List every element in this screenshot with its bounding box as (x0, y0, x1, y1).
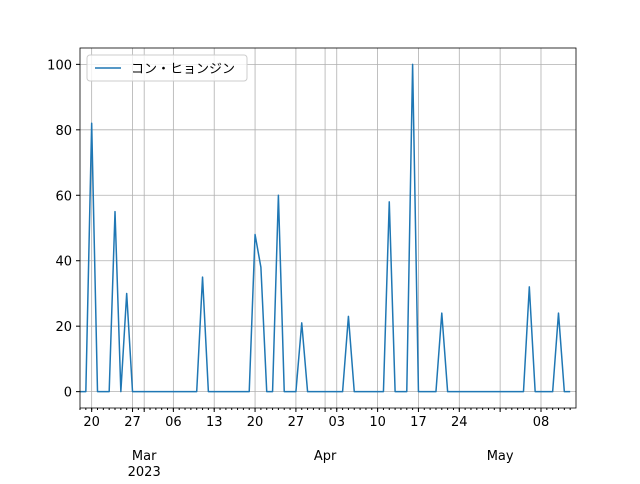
y-tick-label: 40 (55, 255, 72, 270)
x-month-label: Mar (132, 449, 157, 464)
x-tick-label: 27 (124, 415, 141, 430)
x-month-label: May (487, 449, 514, 464)
x-tick-label: 20 (247, 415, 264, 430)
x-tick-label: 06 (165, 415, 182, 430)
x-tick-label: 10 (369, 415, 386, 430)
y-tick-label: 60 (55, 189, 72, 204)
x-tick-label: 17 (410, 415, 427, 430)
y-tick-label: 80 (55, 124, 72, 139)
x-tick-label: 03 (328, 415, 345, 430)
x-tick-label: 08 (533, 415, 550, 430)
x-tick-label: 24 (451, 415, 468, 430)
x-month-label: Apr (314, 449, 337, 464)
y-tick-label: 100 (47, 58, 72, 73)
x-year-label: 2023 (128, 465, 161, 480)
y-tick-label: 20 (55, 320, 72, 335)
legend-label: コン・ヒョンジン (131, 62, 235, 77)
x-tick-label: 27 (288, 415, 305, 430)
data-line (80, 63, 571, 393)
plot-frame (79, 47, 577, 409)
x-tick-label: 20 (83, 415, 100, 430)
x-tick-label: 13 (206, 415, 223, 430)
y-tick-label: 0 (64, 386, 72, 401)
legend-box (86, 54, 248, 82)
